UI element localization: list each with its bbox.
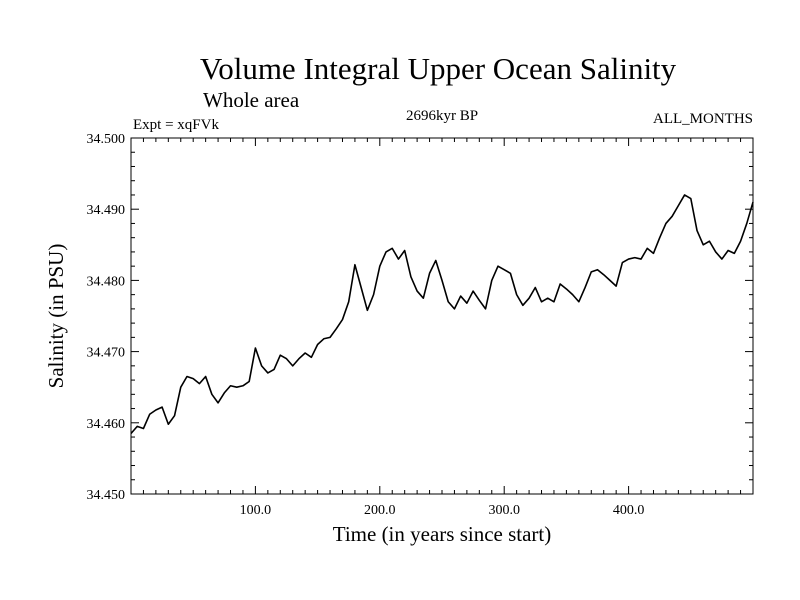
experiment-label: Expt = xqFVk: [133, 117, 219, 133]
x-tick-label: 400.0: [613, 503, 645, 518]
x-axis-label: Time (in years since start): [333, 522, 552, 546]
y-tick-label: 34.490: [87, 203, 126, 218]
y-tick-label: 34.500: [87, 132, 126, 147]
x-tick-label: 200.0: [364, 503, 396, 518]
x-tick-label: 100.0: [240, 503, 272, 518]
y-tick-label: 34.480: [87, 274, 126, 289]
x-axis: 100.0 200.0 300.0 400.0: [130, 138, 754, 518]
y-tick-label: 34.460: [87, 417, 126, 432]
plot-frame: [130, 137, 754, 495]
months-label: ALL_MONTHS: [653, 111, 753, 127]
y-axis: 34.450 34.460 34.470 34.480 34.490 34.500: [87, 132, 753, 503]
chart-subtitle: Whole area: [203, 88, 300, 112]
x-tick-label: 300.0: [488, 503, 520, 518]
y-tick-label: 34.470: [87, 346, 126, 361]
salinity-series-line: [130, 194, 754, 435]
y-tick-label: 34.450: [87, 488, 126, 503]
y-axis-label: Salinity (in PSU): [44, 244, 68, 389]
period-label: 2696kyr BP: [406, 108, 478, 124]
chart-title: Volume Integral Upper Ocean Salinity: [200, 51, 677, 86]
